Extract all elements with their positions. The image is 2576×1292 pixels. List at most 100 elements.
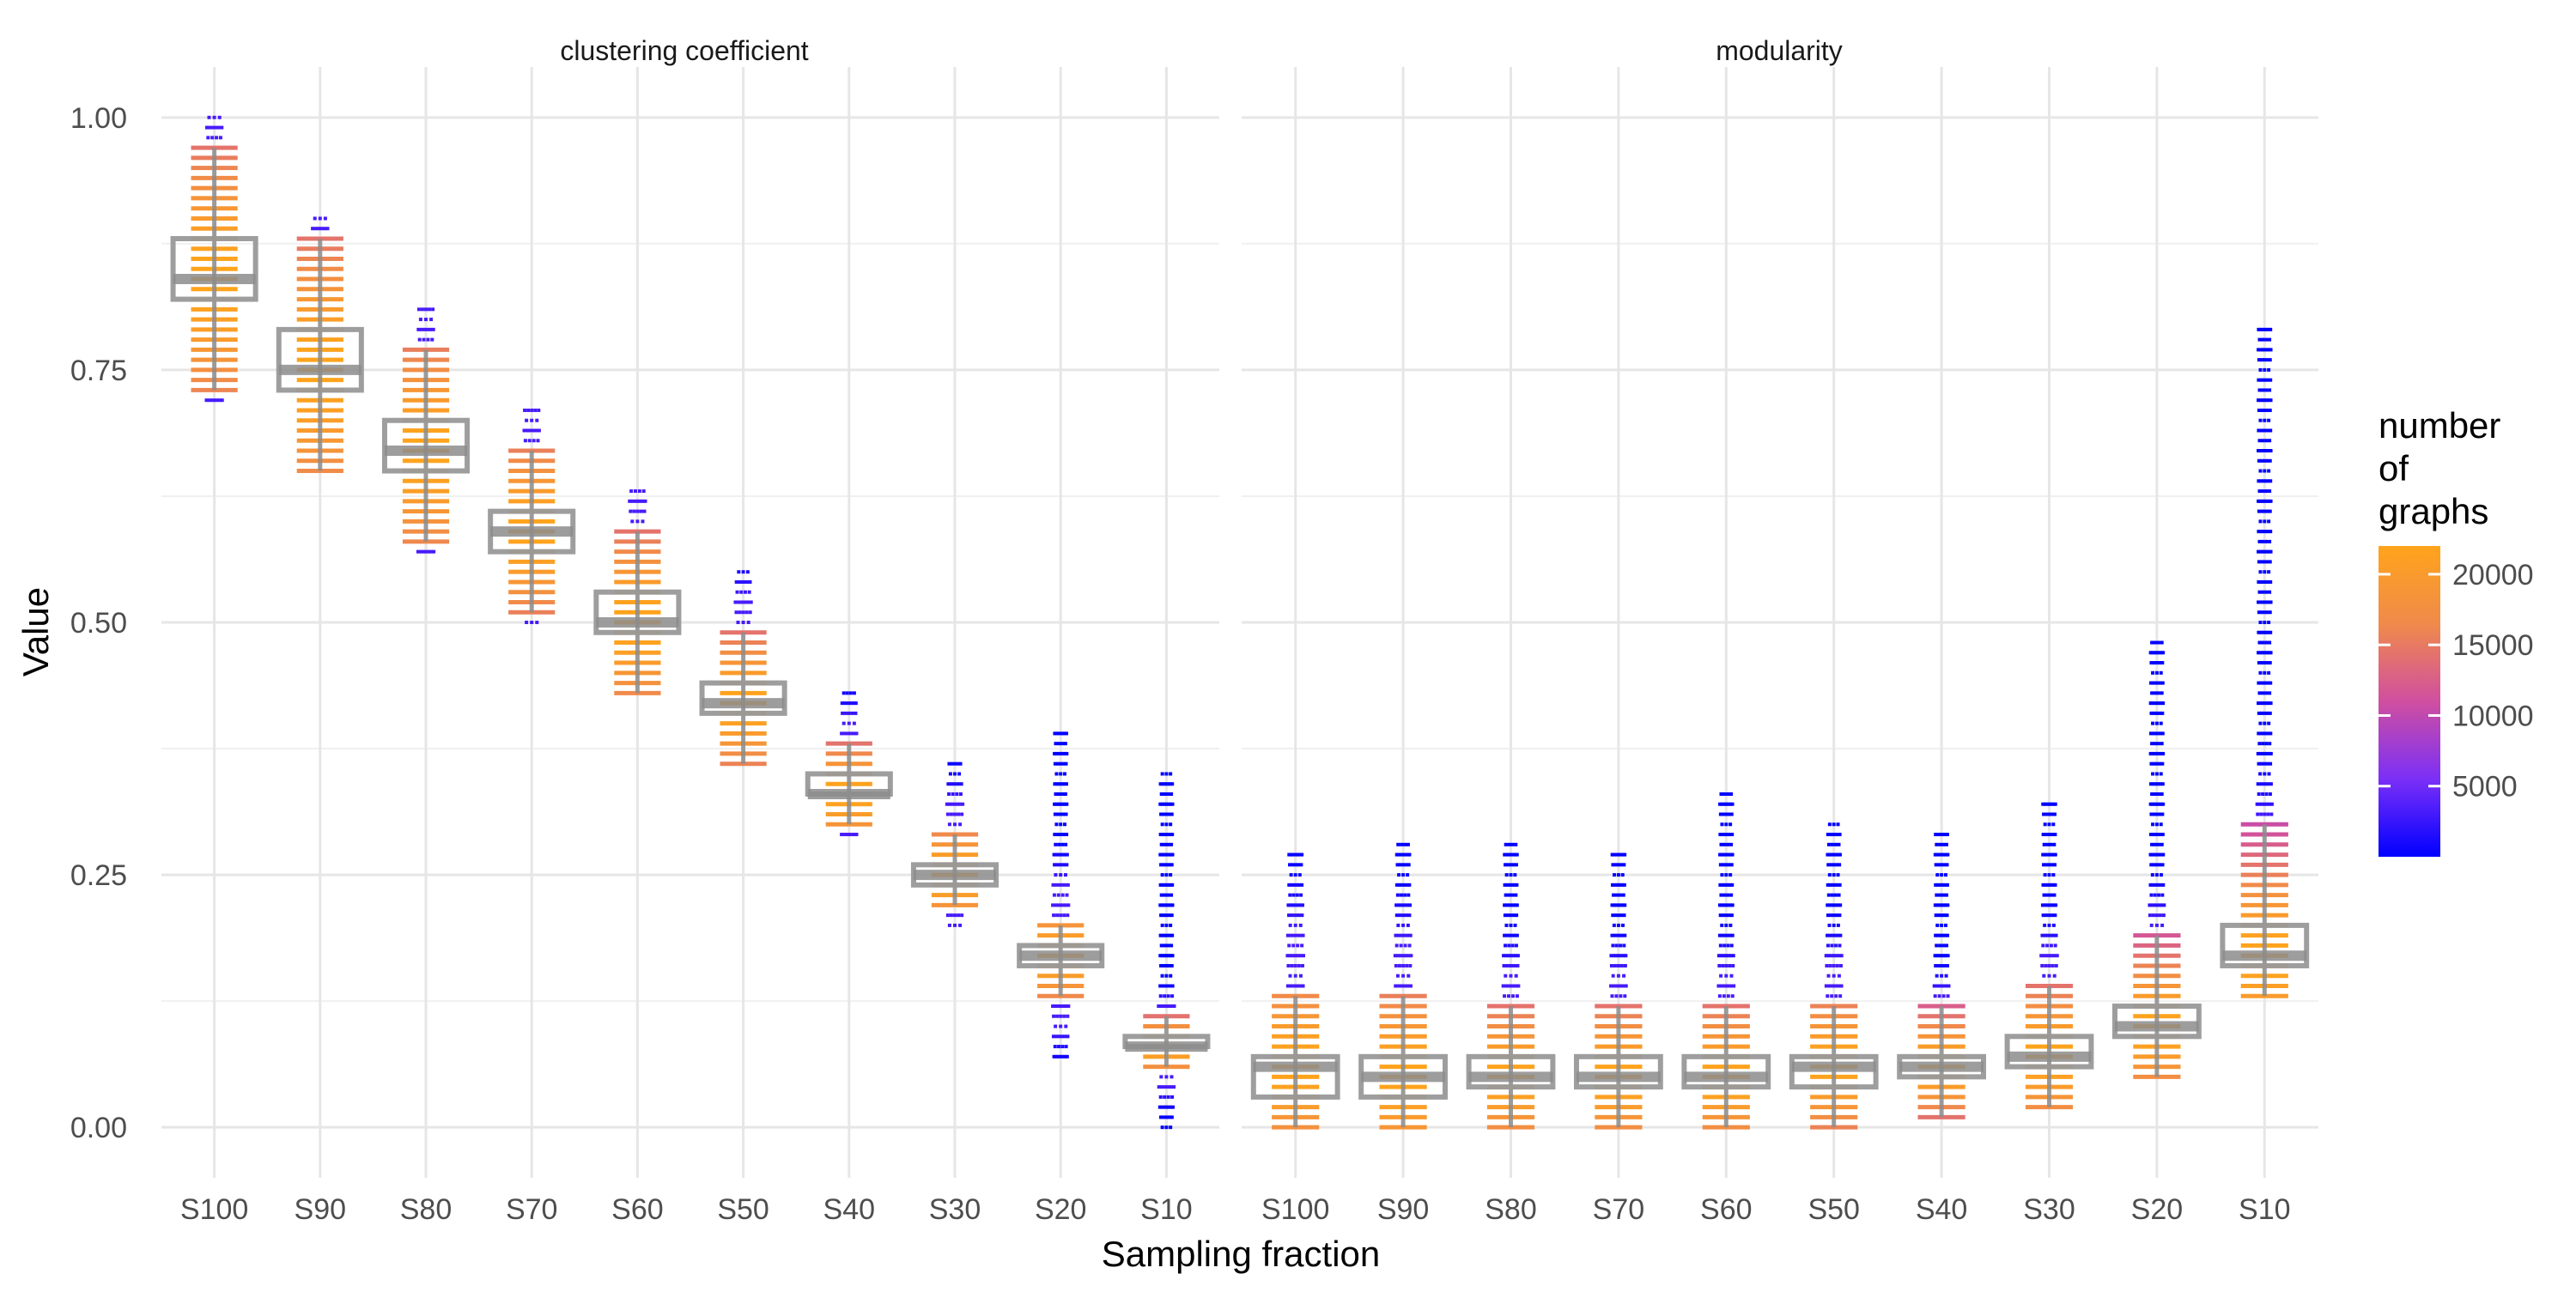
outlier-point <box>1940 974 1944 978</box>
outlier-point <box>1172 1004 1176 1009</box>
outlier-point <box>1057 1034 1061 1039</box>
outlier-point <box>2043 903 2047 907</box>
outlier-point <box>1622 943 1626 948</box>
outlier-point <box>2153 742 2157 746</box>
outlier-point <box>1839 984 1844 988</box>
outlier-point <box>1165 984 1170 988</box>
outlier-point <box>2154 802 2159 806</box>
outlier-point <box>1059 802 1063 806</box>
outlier-point <box>2268 711 2272 715</box>
outlier-point <box>1719 984 1723 988</box>
outlier-point <box>1828 833 1832 837</box>
outlier-point <box>1838 883 1842 887</box>
outlier-point <box>1610 852 1614 857</box>
outlier-point <box>2267 418 2271 422</box>
outlier-point <box>1169 1085 1173 1089</box>
outlier-point <box>1160 1105 1164 1109</box>
outlier-point <box>1054 772 1059 776</box>
outlier-point <box>2263 670 2267 675</box>
outlier-point <box>950 761 954 766</box>
outlier-point <box>1290 913 1294 918</box>
outlier-point <box>537 428 541 433</box>
outlier-point <box>2263 651 2267 655</box>
outlier-point <box>1288 954 1292 958</box>
outlier-point <box>1833 833 1838 837</box>
outlier-point <box>2260 610 2264 615</box>
outlier-point <box>2258 418 2263 422</box>
outlier-point <box>2264 348 2269 352</box>
outlier-point <box>424 549 428 554</box>
outlier-point <box>525 418 529 422</box>
outlier-point <box>1160 923 1164 927</box>
outlier-point <box>1836 933 1840 937</box>
outlier-point <box>744 600 748 604</box>
outlier-point <box>1300 852 1304 857</box>
outlier-point <box>2267 499 2271 503</box>
outlier-point <box>1509 913 1513 918</box>
outlier-point <box>2261 337 2265 342</box>
outlier-point <box>1164 963 1169 967</box>
outlier-point <box>741 610 745 615</box>
outlier-point <box>1066 913 1070 918</box>
outlier-point <box>1832 954 1836 958</box>
outlier-point <box>1934 913 1938 918</box>
outlier-point <box>1394 943 1399 948</box>
outlier-point <box>628 499 632 503</box>
outlier-point <box>2053 943 2057 948</box>
outlier-point <box>220 125 224 130</box>
y-tick-label: 0.00 <box>70 1112 127 1144</box>
outlier-point <box>1614 903 1619 907</box>
outlier-point <box>2268 661 2272 665</box>
outlier-point <box>1514 893 1518 897</box>
outlier-point <box>1062 782 1066 786</box>
outlier-point <box>2269 751 2273 755</box>
outlier-point <box>2257 661 2261 665</box>
outlier-point <box>1053 802 1057 806</box>
outlier-point <box>2261 489 2265 494</box>
outlier-point <box>1502 963 1506 967</box>
outlier-point <box>1052 893 1056 897</box>
outlier-point <box>1293 873 1297 877</box>
outlier-point <box>2263 782 2268 786</box>
outlier-point <box>528 428 532 433</box>
outlier-point <box>956 802 960 806</box>
outlier-point <box>1066 1004 1071 1009</box>
outlier-point <box>1612 954 1616 958</box>
outlier-point <box>2039 954 2044 958</box>
outlier-point <box>1505 963 1510 967</box>
outlier-point <box>2257 408 2261 412</box>
outlier-point <box>1056 1054 1060 1058</box>
outlier-point <box>2154 852 2159 857</box>
outlier-point <box>1616 873 1620 877</box>
outlier-point <box>2264 590 2269 594</box>
outlier-point <box>1945 863 1949 867</box>
outlier-point <box>2050 883 2055 887</box>
outlier-point <box>2264 489 2269 494</box>
outlier-point <box>2264 449 2269 453</box>
outlier-point <box>2267 519 2271 524</box>
outlier-point <box>2257 449 2261 453</box>
outlier-point <box>1933 954 1937 958</box>
outlier-point <box>1726 852 1730 857</box>
outlier-point <box>1161 984 1165 988</box>
outlier-point <box>2051 802 2056 806</box>
outlier-point <box>1941 893 1946 897</box>
outlier-point <box>1505 933 1510 937</box>
legend-title: number <box>2379 405 2500 446</box>
outlier-point <box>2160 711 2165 715</box>
outlier-point <box>854 711 858 715</box>
outlier-point <box>2260 549 2264 554</box>
outlier-point <box>842 731 847 736</box>
outlier-point <box>1399 943 1403 948</box>
outlier-point <box>1722 943 1727 948</box>
outlier-point <box>1057 1045 1061 1049</box>
outlier-point <box>1167 913 1171 918</box>
outlier-point <box>748 579 752 584</box>
outlier-point <box>1616 903 1620 907</box>
outlier-point <box>422 327 427 331</box>
outlier-point <box>2260 458 2264 463</box>
facet-label: clustering coefficient <box>560 35 808 66</box>
outlier-point <box>741 570 745 574</box>
